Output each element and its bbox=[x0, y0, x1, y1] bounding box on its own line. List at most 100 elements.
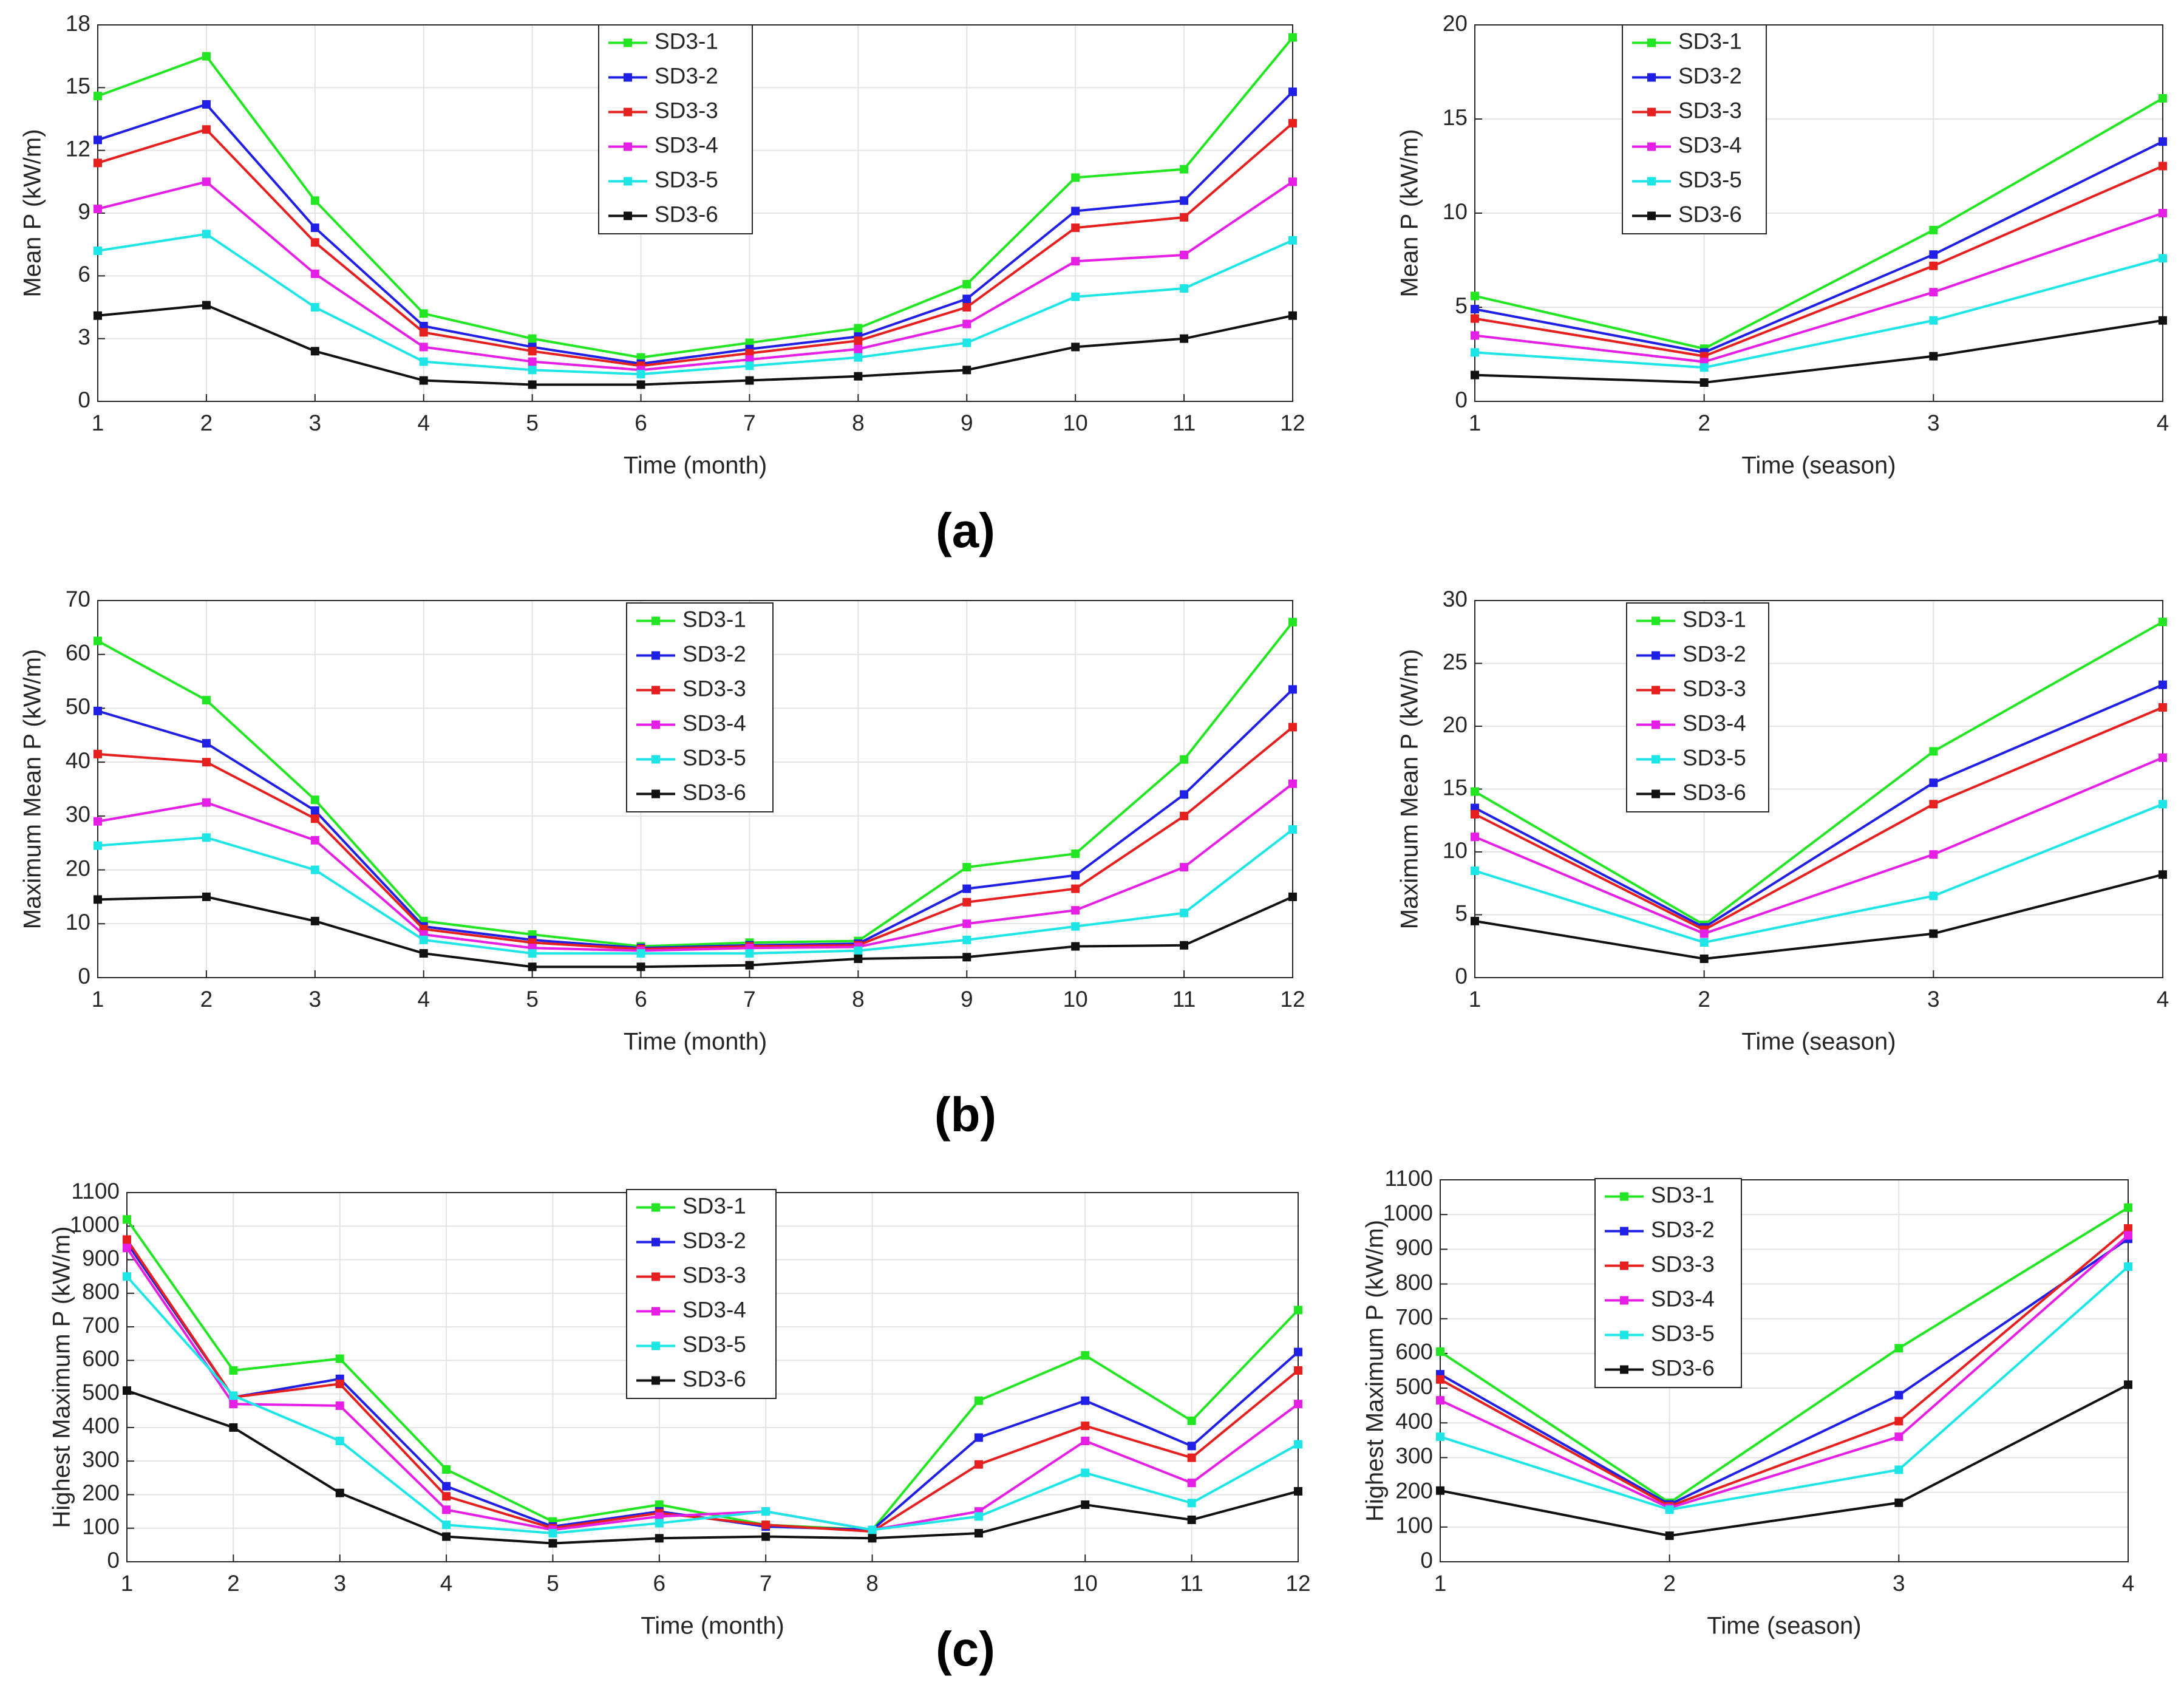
data-point bbox=[202, 798, 211, 807]
x-tick-label: 1 bbox=[92, 410, 104, 435]
y-tick-label: 60 bbox=[66, 640, 90, 665]
legend-marker bbox=[624, 38, 632, 47]
data-point bbox=[310, 795, 319, 805]
data-point bbox=[2158, 800, 2167, 809]
data-point bbox=[1436, 1347, 1444, 1357]
data-point bbox=[94, 247, 102, 255]
data-point bbox=[310, 269, 319, 278]
data-point bbox=[854, 946, 863, 955]
data-point bbox=[1288, 685, 1297, 694]
y-tick-label: 0 bbox=[107, 1548, 120, 1573]
series-line bbox=[1439, 1207, 2129, 1505]
y-tick-label: 400 bbox=[1395, 1409, 1433, 1434]
legend-label: SD3-1 bbox=[1682, 607, 1746, 632]
y-tick-label: 700 bbox=[82, 1313, 120, 1338]
data-point bbox=[2158, 753, 2167, 762]
data-point bbox=[1929, 250, 1938, 259]
y-tick-label: 40 bbox=[66, 748, 90, 773]
x-tick-label: 2 bbox=[1663, 1571, 1676, 1596]
legend-label: SD3-6 bbox=[1651, 1355, 1715, 1380]
data-point bbox=[1929, 929, 1938, 938]
data-point bbox=[1471, 787, 1479, 796]
series-line bbox=[97, 621, 1294, 948]
data-point bbox=[1071, 342, 1080, 352]
x-tick-label: 4 bbox=[2122, 1571, 2135, 1596]
y-tick-label: 0 bbox=[1420, 1548, 1433, 1573]
legend-marker bbox=[624, 177, 632, 186]
data-point bbox=[636, 370, 645, 379]
y-tick-label: 400 bbox=[82, 1414, 120, 1439]
x-axis-label: Time (season) bbox=[1707, 1613, 1861, 1639]
series-line bbox=[1474, 319, 2163, 384]
axes-frame bbox=[97, 600, 1293, 978]
data-point bbox=[123, 1244, 131, 1253]
y-tick-label: 0 bbox=[78, 387, 90, 412]
data-point bbox=[1294, 1347, 1302, 1357]
legend-box bbox=[598, 24, 753, 234]
data-point bbox=[1180, 863, 1189, 872]
y-tick-label: 12 bbox=[66, 136, 90, 161]
data-point bbox=[1187, 1499, 1196, 1508]
x-tick-label: 8 bbox=[866, 1571, 879, 1596]
data-point bbox=[761, 1520, 771, 1530]
x-tick-label: 1 bbox=[1469, 410, 1482, 435]
data-point bbox=[1471, 348, 1479, 357]
panel-label: (a) bbox=[936, 503, 995, 557]
legend-marker bbox=[1652, 616, 1660, 625]
x-tick-label: 3 bbox=[333, 1571, 346, 1596]
data-point bbox=[1071, 173, 1080, 182]
data-point bbox=[1894, 1391, 1903, 1400]
series-line bbox=[97, 304, 1293, 386]
x-tick-label: 3 bbox=[1927, 410, 1940, 435]
data-point bbox=[962, 303, 971, 312]
x-tick-label: 4 bbox=[440, 1571, 453, 1596]
data-point bbox=[1180, 250, 1189, 259]
x-tick-label: 11 bbox=[1172, 410, 1196, 435]
data-point bbox=[419, 949, 428, 958]
data-point bbox=[655, 1519, 664, 1528]
data-point bbox=[94, 841, 102, 850]
legend-label: SD3-5 bbox=[682, 745, 746, 770]
data-point bbox=[1294, 1366, 1302, 1375]
data-point bbox=[1180, 755, 1189, 764]
data-point bbox=[1294, 1440, 1302, 1449]
series-line bbox=[1474, 621, 2163, 927]
data-point bbox=[1929, 850, 1938, 859]
x-axis-label: Time (season) bbox=[1741, 452, 1896, 479]
y-axis-label: Maximum Mean P (kW/m) bbox=[19, 649, 46, 930]
y-tick-label: 800 bbox=[1395, 1270, 1433, 1295]
legend-label: SD3-2 bbox=[682, 1228, 746, 1253]
x-axis-label: Time (month) bbox=[641, 1613, 784, 1639]
data-point bbox=[1288, 723, 1297, 732]
x-tick-label: 6 bbox=[653, 1571, 666, 1596]
data-point bbox=[202, 892, 211, 901]
data-point bbox=[1894, 1344, 1903, 1353]
y-tick-label: 1100 bbox=[1384, 1166, 1433, 1191]
x-tick-label: 2 bbox=[1698, 410, 1710, 435]
data-point bbox=[310, 916, 319, 925]
legend-marker bbox=[624, 142, 632, 151]
data-point bbox=[1471, 809, 1479, 819]
series-line bbox=[1474, 683, 2163, 929]
x-axis-label: Time (month) bbox=[624, 1029, 767, 1055]
data-point bbox=[442, 1482, 451, 1491]
y-tick-label: 0 bbox=[78, 964, 90, 989]
data-point bbox=[1071, 871, 1080, 880]
y-tick-label: 1000 bbox=[1383, 1200, 1433, 1225]
x-tick-label: 1 bbox=[121, 1571, 134, 1596]
data-point bbox=[202, 739, 211, 748]
data-point bbox=[202, 52, 211, 61]
data-point bbox=[1294, 1400, 1302, 1409]
data-point bbox=[1929, 778, 1938, 788]
legend-label: SD3-1 bbox=[1678, 29, 1742, 53]
data-point bbox=[2124, 1203, 2132, 1212]
series-line bbox=[1474, 706, 2163, 931]
series-line bbox=[1474, 257, 2163, 369]
data-point bbox=[310, 814, 319, 823]
data-point bbox=[94, 636, 102, 645]
legend-label: SD3-1 bbox=[682, 607, 746, 632]
data-point bbox=[335, 1437, 344, 1446]
legend-label: SD3-1 bbox=[682, 1193, 746, 1218]
